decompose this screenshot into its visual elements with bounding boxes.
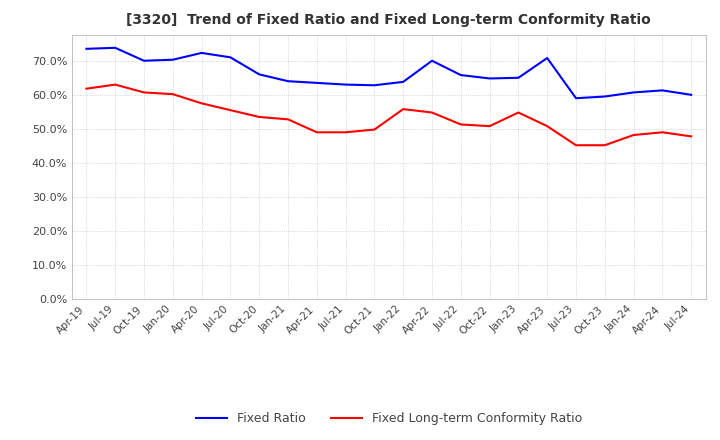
Fixed Long-term Conformity Ratio xyxy=(82,86,91,92)
Fixed Long-term Conformity Ratio xyxy=(140,90,148,95)
Fixed Ratio xyxy=(82,46,91,51)
Fixed Long-term Conformity Ratio xyxy=(370,127,379,132)
Fixed Ratio xyxy=(197,50,206,55)
Fixed Long-term Conformity Ratio xyxy=(600,143,609,148)
Fixed Long-term Conformity Ratio xyxy=(572,143,580,148)
Fixed Long-term Conformity Ratio xyxy=(111,82,120,87)
Fixed Ratio xyxy=(168,57,177,62)
Fixed Ratio xyxy=(456,73,465,78)
Fixed Ratio xyxy=(255,72,264,77)
Line: Fixed Ratio: Fixed Ratio xyxy=(86,48,691,98)
Fixed Long-term Conformity Ratio xyxy=(399,106,408,112)
Fixed Ratio xyxy=(543,55,552,61)
Fixed Ratio xyxy=(572,95,580,101)
Fixed Long-term Conformity Ratio xyxy=(168,92,177,97)
Fixed Long-term Conformity Ratio xyxy=(284,117,292,122)
Fixed Long-term Conformity Ratio xyxy=(312,130,321,135)
Fixed Long-term Conformity Ratio xyxy=(543,124,552,129)
Fixed Ratio xyxy=(399,79,408,84)
Fixed Ratio xyxy=(111,45,120,51)
Fixed Long-term Conformity Ratio xyxy=(197,101,206,106)
Fixed Ratio xyxy=(341,82,350,87)
Fixed Ratio xyxy=(428,58,436,63)
Fixed Ratio xyxy=(658,88,667,93)
Fixed Long-term Conformity Ratio xyxy=(658,130,667,135)
Fixed Long-term Conformity Ratio xyxy=(485,124,494,129)
Fixed Long-term Conformity Ratio xyxy=(629,132,638,138)
Fixed Ratio xyxy=(514,75,523,81)
Fixed Ratio xyxy=(312,80,321,85)
Fixed Long-term Conformity Ratio xyxy=(456,122,465,127)
Line: Fixed Long-term Conformity Ratio: Fixed Long-term Conformity Ratio xyxy=(86,84,691,145)
Legend: Fixed Ratio, Fixed Long-term Conformity Ratio: Fixed Ratio, Fixed Long-term Conformity … xyxy=(191,407,587,430)
Fixed Long-term Conformity Ratio xyxy=(341,130,350,135)
Fixed Long-term Conformity Ratio xyxy=(687,134,696,139)
Fixed Ratio xyxy=(485,76,494,81)
Fixed Long-term Conformity Ratio xyxy=(428,110,436,115)
Fixed Long-term Conformity Ratio xyxy=(226,107,235,113)
Fixed Ratio xyxy=(284,79,292,84)
Fixed Ratio xyxy=(687,92,696,97)
Fixed Ratio xyxy=(140,58,148,63)
Fixed Ratio xyxy=(226,55,235,60)
Fixed Ratio xyxy=(600,94,609,99)
Fixed Long-term Conformity Ratio xyxy=(514,110,523,115)
Fixed Long-term Conformity Ratio xyxy=(255,114,264,120)
Title: [3320]  Trend of Fixed Ratio and Fixed Long-term Conformity Ratio: [3320] Trend of Fixed Ratio and Fixed Lo… xyxy=(127,13,651,27)
Fixed Ratio xyxy=(370,83,379,88)
Fixed Ratio xyxy=(629,90,638,95)
